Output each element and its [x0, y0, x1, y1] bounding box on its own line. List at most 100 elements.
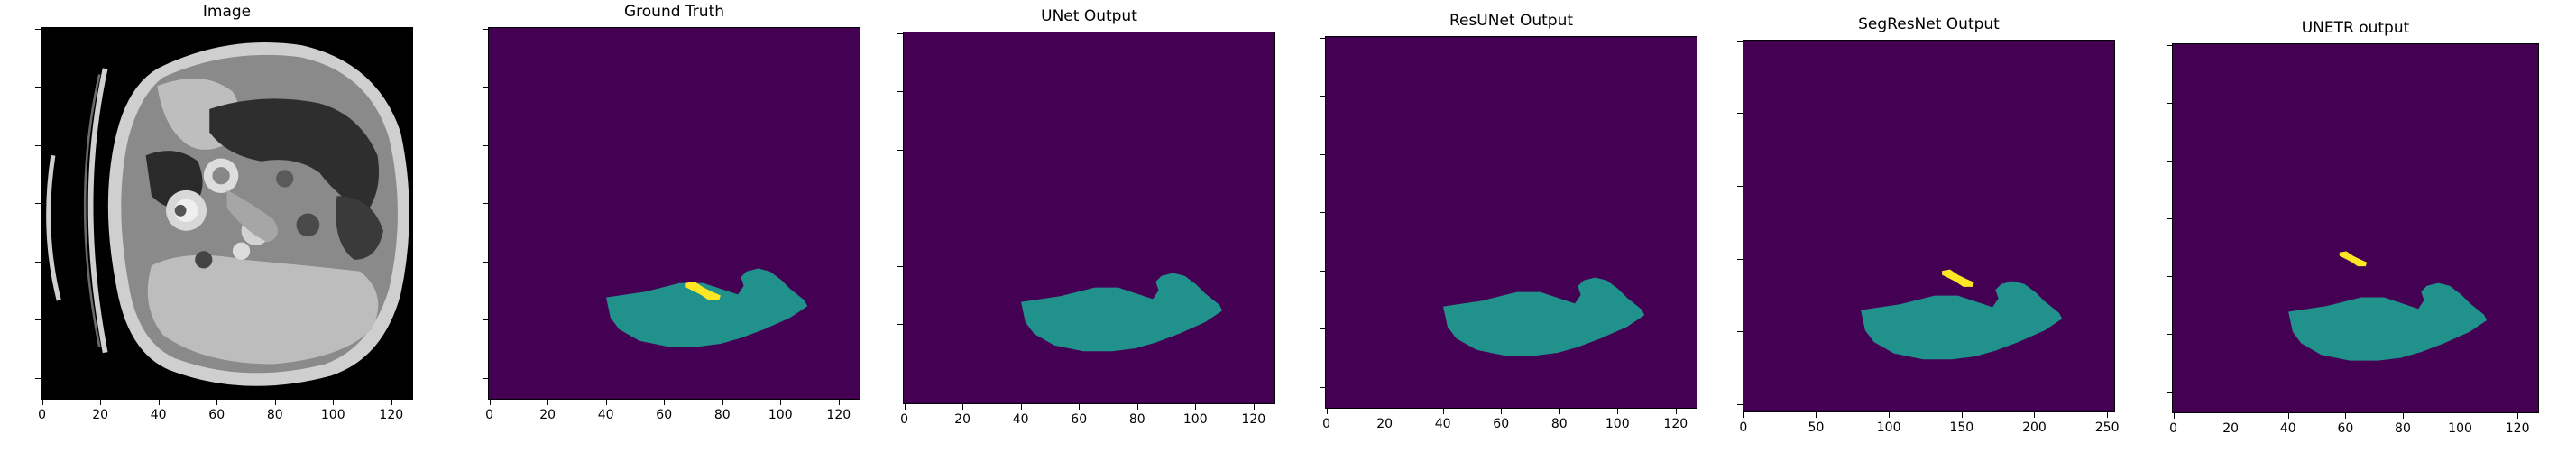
segmentation-mask [904, 32, 1274, 403]
x-tick-mark [1326, 409, 1328, 414]
panel-title: Ground Truth [623, 3, 725, 21]
x-tick-mark [391, 400, 392, 405]
x-tick-label: 0 [900, 412, 909, 427]
x-tick-mark [1889, 412, 1891, 418]
x-tick-label: 60 [656, 408, 673, 422]
y-tick-mark [1737, 113, 1743, 115]
y-tick-mark [483, 144, 488, 146]
x-tick-mark [1743, 412, 1744, 418]
panel-title: SegResNet Output [1858, 15, 2000, 33]
x-tick-label: 40 [597, 408, 614, 422]
y-tick-mark [483, 87, 488, 88]
x-tick-mark [489, 400, 491, 405]
y-tick-mark [35, 319, 41, 321]
x-tick-label: 100 [2448, 421, 2472, 436]
x-tick-mark [547, 400, 549, 405]
y-tick-mark [35, 28, 41, 30]
segmentation-mask [489, 28, 860, 399]
y-tick-mark [35, 377, 41, 379]
x-tick-label: 250 [2094, 420, 2120, 435]
x-tick-mark [1617, 409, 1619, 414]
x-tick-mark [1559, 409, 1560, 414]
x-tick-mark [1961, 412, 1963, 418]
segmentation-mask [1326, 37, 1697, 408]
x-tick-mark [1079, 404, 1081, 410]
x-tick-mark [158, 400, 160, 405]
x-tick-mark [664, 400, 666, 405]
x-tick-mark [333, 400, 335, 405]
x-tick-label: 80 [266, 408, 283, 422]
y-tick-mark [483, 203, 488, 205]
panel-title: UNETR output [2301, 19, 2410, 37]
y-tick-mark [483, 28, 488, 30]
x-tick-label: 40 [150, 408, 167, 422]
y-tick-mark [35, 203, 41, 205]
x-tick-label: 60 [1071, 412, 1088, 427]
y-tick-mark [2167, 44, 2172, 46]
image-axes [488, 27, 860, 400]
y-tick-mark [2167, 391, 2172, 393]
x-tick-label: 0 [2169, 421, 2178, 436]
y-tick-mark [1320, 37, 1325, 39]
image-axes [41, 27, 413, 400]
y-tick-mark [35, 87, 41, 88]
y-tick-mark [1737, 186, 1743, 188]
x-tick-mark [904, 404, 906, 410]
x-tick-mark [605, 400, 607, 405]
y-tick-mark [2167, 102, 2172, 104]
x-tick-label: 100 [1182, 412, 1208, 427]
x-tick-mark [2107, 412, 2109, 418]
y-tick-mark [897, 324, 903, 326]
y-tick-mark [35, 261, 41, 263]
x-tick-label: 80 [713, 408, 731, 422]
x-tick-mark [1675, 409, 1677, 414]
y-tick-mark [483, 377, 488, 379]
y-tick-mark [1737, 258, 1743, 260]
image-axes [2172, 43, 2539, 413]
x-tick-mark [838, 400, 840, 405]
image-axes [1325, 36, 1697, 409]
x-tick-label: 20 [1376, 417, 1394, 431]
x-tick-mark [722, 400, 723, 405]
y-tick-mark [483, 261, 488, 263]
x-tick-mark [1253, 404, 1255, 410]
y-tick-mark [483, 319, 488, 321]
y-tick-mark [1320, 96, 1325, 97]
y-tick-mark [1737, 404, 1743, 406]
x-tick-mark [2402, 413, 2404, 419]
x-tick-label: 40 [1434, 417, 1451, 431]
x-tick-label: 200 [2022, 420, 2047, 435]
y-tick-mark [1737, 331, 1743, 333]
x-tick-mark [1501, 409, 1503, 414]
x-tick-label: 120 [826, 408, 851, 422]
x-tick-label: 120 [1663, 417, 1688, 431]
panel-title: Image [202, 3, 252, 21]
image-axes [1743, 40, 2115, 412]
x-tick-label: 20 [2222, 421, 2240, 436]
x-tick-label: 80 [1550, 417, 1568, 431]
y-tick-mark [897, 91, 903, 93]
y-tick-mark [1320, 153, 1325, 155]
x-tick-mark [1816, 412, 1817, 418]
y-tick-mark [2167, 217, 2172, 219]
y-tick-mark [1320, 270, 1325, 272]
x-tick-mark [1020, 404, 1022, 410]
y-tick-mark [897, 265, 903, 267]
x-tick-mark [1442, 409, 1444, 414]
x-tick-mark [2034, 412, 2036, 418]
x-tick-mark [2173, 413, 2175, 419]
x-tick-label: 60 [208, 408, 225, 422]
ct-scan-image [41, 28, 412, 399]
x-tick-mark [1195, 404, 1197, 410]
x-tick-label: 0 [1739, 420, 1748, 435]
image-axes [903, 32, 1275, 404]
x-tick-label: 100 [1876, 420, 1901, 435]
x-tick-label: 0 [38, 408, 47, 422]
panel-title: UNet Output [1041, 7, 1137, 25]
x-tick-mark [780, 400, 782, 405]
x-tick-label: 100 [768, 408, 793, 422]
x-tick-label: 40 [2279, 421, 2296, 436]
x-tick-mark [100, 400, 102, 405]
segmentation-mask [2173, 44, 2538, 412]
x-tick-label: 80 [2395, 421, 2411, 436]
